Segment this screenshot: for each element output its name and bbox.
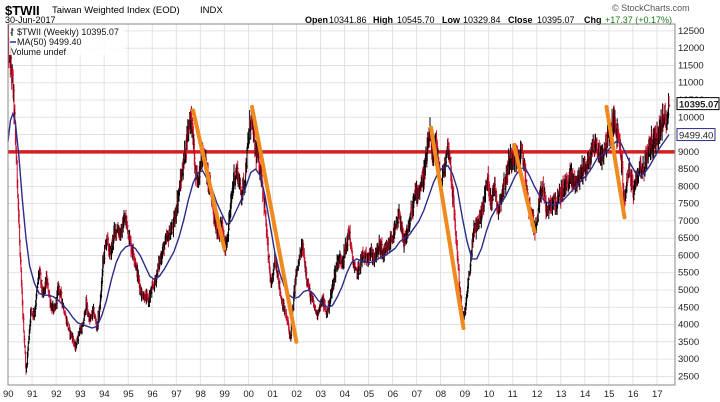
y-tick-label-2500: 2500 — [678, 371, 699, 382]
exchange-label: INDX — [200, 5, 223, 16]
price-bar — [668, 96, 671, 108]
chart-date: 30-Jun-2017 — [5, 15, 56, 25]
x-axis: 90 91 92 93 94 95 96 97 98 99 00 01 02 03 04 05 06 07 08 09… — [3, 389, 663, 400]
y-tick-label-12500: 12500 — [678, 26, 704, 37]
y-tick-label-6000: 6000 — [678, 250, 699, 261]
y-tick-label-11000: 11000 — [678, 78, 704, 89]
x-tick-label-17: 17 — [652, 389, 663, 400]
y-axis: 2500 3000 3500 4000 4500 5000 5500 6000 6500 7000… — [678, 26, 704, 382]
legend-background — [9, 25, 125, 55]
quote-close-label: Close — [508, 15, 533, 25]
plot-frame — [7, 23, 676, 386]
x-tick-label-10: 10 — [484, 389, 495, 400]
x-tick-label-05: 05 — [364, 389, 375, 400]
x-tick-label-12: 12 — [532, 389, 543, 400]
price-flag-close: 10395.07 — [679, 100, 719, 111]
y-tick-label-12000: 12000 — [678, 43, 704, 54]
x-tick-label-02: 02 — [291, 389, 302, 400]
orange-trendline-2 — [249, 104, 299, 344]
quote-open-label: Open — [305, 15, 329, 25]
orange-trendline-3 — [429, 125, 466, 330]
y-tick-label-8500: 8500 — [678, 164, 699, 175]
x-tick-label-09: 09 — [460, 389, 471, 400]
x-tick-label-92: 92 — [51, 389, 62, 400]
y-tick-label-4500: 4500 — [678, 302, 699, 313]
x-tick-label-96: 96 — [147, 389, 158, 400]
y-tick-label-7000: 7000 — [678, 216, 699, 227]
orange-trendline-1 — [191, 108, 227, 251]
y-tick-label-10000: 10000 — [678, 112, 704, 123]
legend-item-volume: Volume undef — [11, 47, 67, 57]
chart-header: $TWII Taiwan Weighted Index (EOD) INDX 3… — [0, 0, 720, 25]
price-flag-ma-box — [676, 128, 716, 142]
grid — [7, 24, 675, 385]
x-tick-label-14: 14 — [580, 389, 591, 400]
x-tick-label-94: 94 — [99, 389, 110, 400]
x-tick-label-13: 13 — [556, 389, 567, 400]
x-tick-label-98: 98 — [195, 389, 206, 400]
x-tick-label-07: 07 — [412, 389, 423, 400]
x-tick-label-95: 95 — [123, 389, 134, 400]
y-tick-label-3000: 3000 — [678, 354, 699, 365]
quote-chg-label: Chg — [584, 15, 602, 25]
quote-high-value: 10545.70 — [397, 15, 435, 25]
x-tick-label-00: 00 — [243, 389, 254, 400]
series-layer — [7, 24, 671, 375]
x-tick-label-15: 15 — [604, 389, 615, 400]
y-tick-label-8000: 8000 — [678, 181, 699, 192]
y-tick-label-11500: 11500 — [678, 60, 704, 71]
y-tick-label-4000: 4000 — [678, 320, 699, 331]
price-label-layer: 10395.07 9499.40 — [676, 97, 720, 142]
legend-item-price: $TWII (Weekly) 10395.07 — [10, 27, 119, 37]
orange-trendline-4 — [511, 142, 537, 234]
trendline-layer — [191, 104, 627, 344]
y-tick-label-9000: 9000 — [678, 147, 699, 158]
x-tick-label-90: 90 — [3, 389, 14, 400]
quote-chg-value: +17.37 (+0.17%) — [605, 15, 673, 25]
ma50-line — [7, 111, 670, 329]
y-tick-label-6500: 6500 — [678, 233, 699, 244]
x-tick-label-04: 04 — [340, 389, 351, 400]
y-tick-label-5500: 5500 — [678, 268, 699, 279]
ticker-symbol: $TWII — [5, 3, 40, 18]
x-tick-label-11: 11 — [508, 389, 518, 400]
x-tick-label-03: 03 — [315, 389, 326, 400]
quote-close-value: 10395.07 — [537, 15, 575, 25]
quote-high-label: High — [373, 15, 393, 25]
price-flag-close-box — [676, 97, 720, 111]
x-tick-label-91: 91 — [27, 389, 38, 400]
x-tick-label-97: 97 — [171, 389, 182, 400]
index-name: Taiwan Weighted Index (EOD) — [52, 5, 180, 16]
legend-bar-symbol — [10, 28, 14, 36]
x-tick-label-08: 08 — [436, 389, 447, 400]
x-tick-label-99: 99 — [219, 389, 230, 400]
x-tick-label-16: 16 — [628, 389, 639, 400]
price-bars — [7, 24, 671, 375]
y-tick-label-3500: 3500 — [678, 337, 699, 348]
price-bar — [23, 314, 25, 333]
legend-ma-label: MA(50) 9499.40 — [17, 37, 82, 47]
legend-price-label: $TWII (Weekly) 10395.07 — [17, 27, 119, 37]
quote-open-value: 10341.86 — [329, 15, 367, 25]
price-flag-ma: 9499.40 — [679, 131, 713, 142]
y-tick-label-5000: 5000 — [678, 285, 699, 296]
x-tick-label-01: 01 — [267, 389, 278, 400]
orange-trendline-5 — [604, 104, 627, 220]
x-tick-label-06: 06 — [388, 389, 399, 400]
watermark: © StockCharts.com — [612, 3, 690, 13]
x-tick-label-93: 93 — [75, 389, 86, 400]
legend: $TWII (Weekly) 10395.07 MA(50) 9499.40 V… — [9, 25, 125, 57]
quote-low-label: Low — [442, 15, 460, 25]
legend-item-ma: MA(50) 9499.40 — [10, 37, 82, 47]
y-tick-label-7500: 7500 — [678, 199, 699, 210]
quote-low-value: 10329.84 — [463, 15, 501, 25]
legend-volume-label: Volume undef — [11, 47, 67, 57]
